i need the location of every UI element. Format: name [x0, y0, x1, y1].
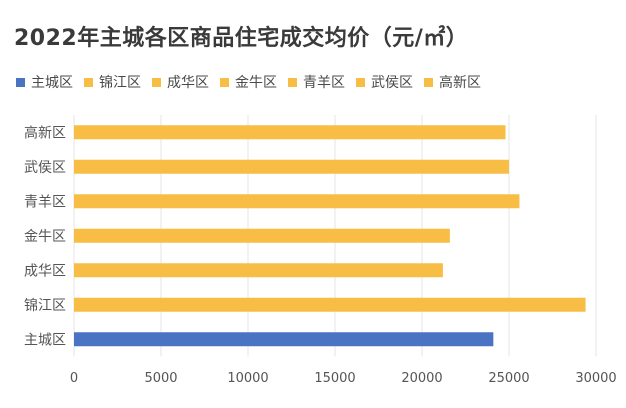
legend-swatch	[152, 77, 161, 87]
y-category-label: 主城区	[24, 332, 66, 348]
y-category-label: 锦江区	[24, 297, 66, 314]
legend-label: 高新区	[439, 75, 481, 91]
bar	[74, 332, 494, 347]
y-category-label: 武侯区	[24, 160, 66, 176]
legend-label: 金牛区	[235, 75, 277, 91]
legend-label: 主城区	[31, 75, 73, 91]
legend-item: 主城区	[16, 72, 73, 92]
legend-item: 成华区	[152, 72, 209, 92]
y-category-label: 高新区	[24, 124, 66, 141]
bar	[74, 125, 506, 140]
legend-swatch	[356, 77, 365, 87]
legend-swatch	[84, 77, 93, 87]
legend-label: 成华区	[167, 75, 209, 91]
legend-item: 金牛区	[220, 72, 277, 92]
x-tick-label: 10000	[227, 371, 268, 386]
chart-title: 2022年主城各区商品住宅成交均价（元/㎡）	[14, 26, 469, 51]
bar	[74, 228, 450, 243]
y-category-label: 金牛区	[24, 229, 66, 245]
legend-swatch	[16, 77, 25, 87]
legend-item: 武侯区	[356, 72, 413, 92]
legend-label: 锦江区	[99, 75, 141, 91]
legend-swatch	[424, 77, 433, 87]
x-tick-label: 5000	[144, 371, 177, 386]
x-tick-label: 0	[70, 371, 78, 386]
y-category-label: 成华区	[24, 263, 66, 279]
x-tick-label: 30000	[575, 371, 616, 386]
legend-item: 锦江区	[84, 72, 141, 92]
legend-item: 青羊区	[288, 72, 345, 92]
legend-item: 高新区	[424, 72, 481, 92]
bar	[74, 194, 520, 209]
bar	[74, 159, 509, 174]
y-category-label: 青羊区	[24, 194, 66, 210]
chart-legend: 主城区 锦江区 成华区 金牛区 青羊区 武侯区 高新区	[16, 72, 492, 92]
x-tick-label: 25000	[488, 371, 529, 386]
bar	[74, 297, 586, 312]
x-tick-label: 15000	[314, 371, 355, 386]
x-tick-label: 20000	[401, 371, 442, 386]
legend-label: 青羊区	[303, 75, 345, 91]
legend-label: 武侯区	[371, 75, 413, 91]
bar	[74, 263, 443, 278]
legend-swatch	[288, 77, 297, 87]
legend-swatch	[220, 77, 229, 87]
